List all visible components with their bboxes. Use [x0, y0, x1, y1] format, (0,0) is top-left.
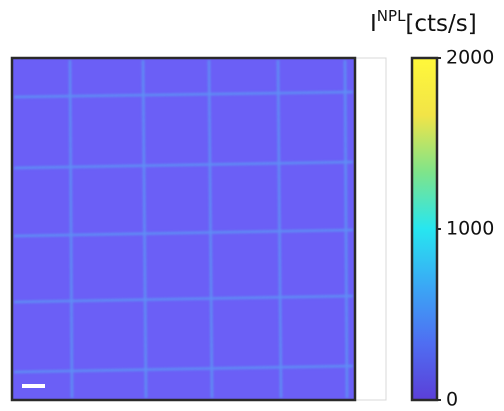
label-unit: [cts/s] — [405, 11, 476, 37]
label-sup: NPL — [377, 7, 406, 25]
image — [10, 56, 357, 402]
colorbar-tick-label: 0 — [446, 389, 458, 408]
empty-panel — [354, 57, 387, 401]
colorbar-tick-label: 1000 — [446, 218, 494, 240]
label-base: I — [370, 11, 377, 37]
colorbar-tick-label: 2000 — [446, 47, 494, 69]
colorbar-label: INPL[cts/s] — [370, 7, 477, 37]
colorbar — [410, 56, 439, 402]
scale-bar — [22, 384, 45, 388]
